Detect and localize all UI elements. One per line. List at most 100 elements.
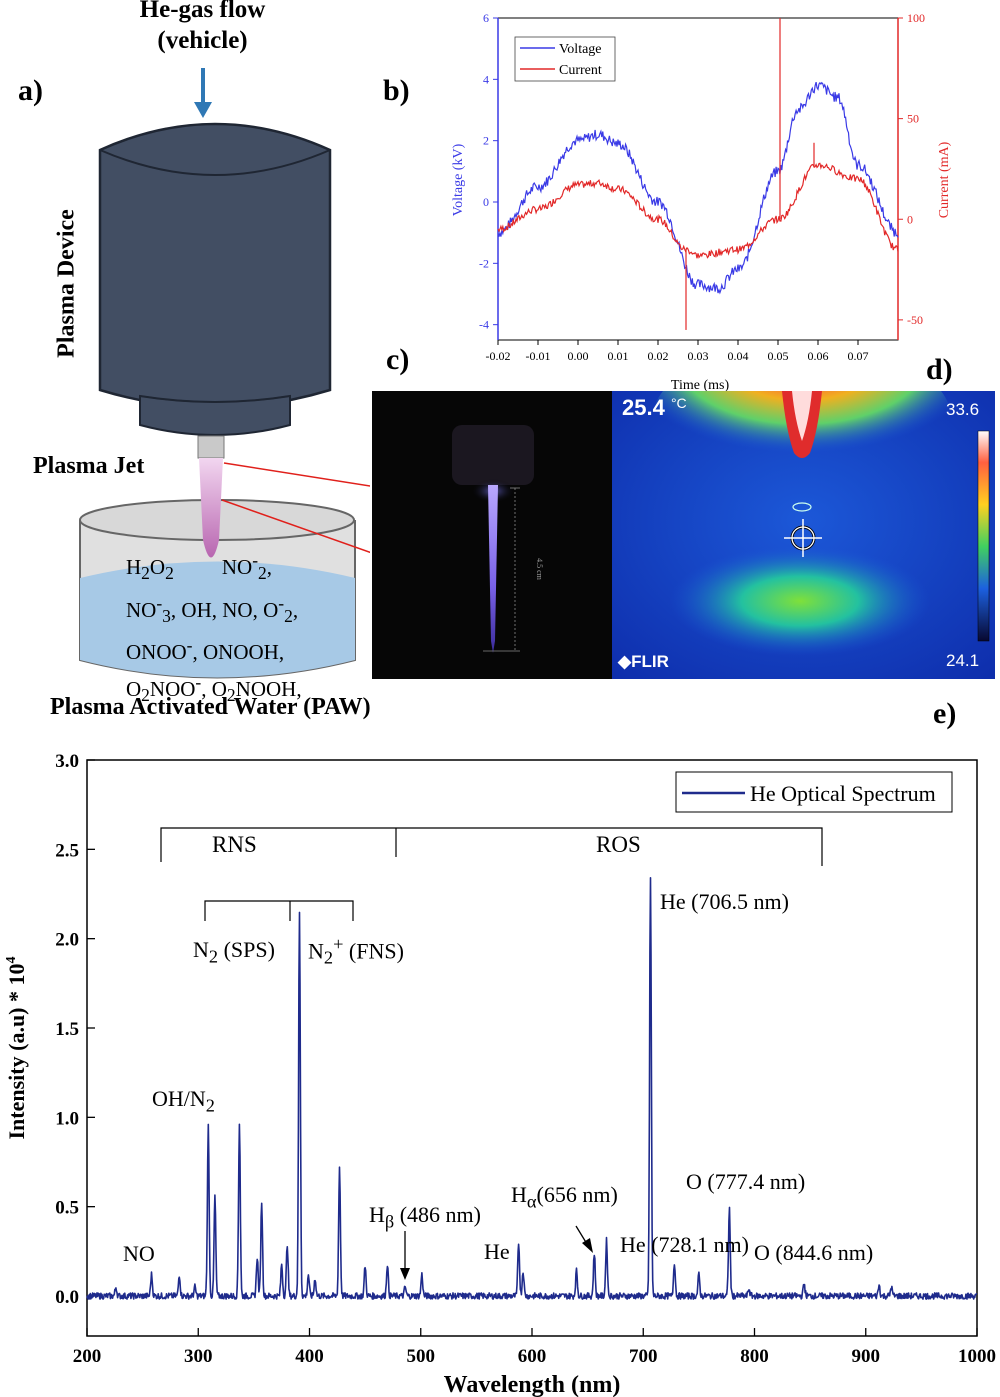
chart-e-ylabel-exp: 4: [4, 956, 19, 963]
device-nozzle-silhouette: [452, 425, 534, 485]
chart-b-xtick-label: -0.02: [486, 349, 511, 363]
chart-e-xtick-label: 1000: [958, 1346, 996, 1367]
voltage-current-chart: -0.02 -0.01 0.00 0.01 0.02 0.03 0.04 0.05 0.06 0.…: [451, 11, 952, 393]
chart-b-ylabel-right: Current (mA): [937, 141, 952, 218]
chart-b-xtick-label: 0.02: [648, 349, 669, 363]
ann-rns: RNS: [212, 832, 257, 857]
temperature-color-scale: [977, 430, 990, 642]
chart-e-ytick-label: 1.5: [55, 1019, 79, 1040]
temperature-readout: 25.4 °C: [622, 395, 687, 421]
plasma-jet-photo: 4.5 cm: [372, 391, 612, 679]
current-series-line: [497, 162, 899, 259]
species-no2: NO-2,: [221, 550, 273, 584]
panel-label-d: d): [926, 353, 953, 386]
chart-b-ytick-left-label: 6: [483, 11, 489, 25]
chart-b-xtick-label: 0.03: [688, 349, 709, 363]
paw-label: Plasma Activated Water (PAW): [50, 694, 371, 720]
ann-h-beta: Hβ (486 nm): [369, 1202, 481, 1232]
plasma-device-label-wrap: Plasma Device: [47, 195, 87, 375]
ann-he-706: He (706.5 nm): [660, 889, 789, 914]
chart-e-xtick-label: 600: [518, 1346, 547, 1367]
scale-label: 4.5 cm: [535, 558, 544, 581]
panel-label-c: c): [386, 343, 410, 376]
chart-b-xtick-label: 0.05: [768, 349, 789, 363]
legend-voltage: Voltage: [559, 42, 602, 57]
voltage-series-line: [497, 81, 899, 295]
chart-b-xtick-label: 0.06: [808, 349, 829, 363]
chart-b-ytick-right-label: 50: [907, 112, 919, 126]
thermal-image: [612, 391, 995, 679]
jet-pointer-arrows: [221, 462, 370, 554]
chart-e-ytick-label: 2.5: [55, 840, 79, 861]
chart-e-ytick-label: 1.0: [55, 1108, 79, 1129]
scale-max-label: 33.6: [946, 400, 980, 419]
species-line-4: O2NOO-, O2NOOH,: [126, 671, 302, 706]
ann-ros: ROS: [596, 832, 641, 857]
gas-flow-title: He-gas flow (vehicle): [100, 0, 305, 56]
species-line-2: NO-3, OH, NO, O-2,: [126, 592, 299, 626]
gas-flow-line1: He-gas flow: [139, 0, 266, 23]
chart-b-ytick-left-label: -2: [479, 256, 489, 270]
panel-label-e: e): [933, 697, 957, 730]
plasma-device-body: [98, 122, 332, 459]
ann-oh-n2: OH/N2: [152, 1086, 215, 1116]
chart-b-ytick-left-label: 4: [483, 72, 489, 86]
chart-b-legend: Voltage Current: [514, 36, 616, 82]
flir-logo: ◆FLIR: [618, 652, 669, 672]
plasma-jet-label: Plasma Jet: [33, 453, 145, 479]
gas-flow-line2: (vehicle): [157, 27, 248, 54]
crosshair-icon: [784, 519, 822, 557]
chart-e-xtick-label: 200: [73, 1346, 102, 1367]
chart-b-xtick-label: 0.01: [608, 349, 629, 363]
species-line-3: ONOO-, ONOOH,: [126, 635, 285, 665]
chart-b-ytick-left-label: -4: [479, 318, 489, 332]
chart-e-ytick-label: 0.0: [55, 1287, 79, 1308]
plasma-device-label: Plasma Device: [53, 209, 80, 358]
chart-e-xtick-label: 800: [740, 1346, 769, 1367]
chart-e-xtick-label: 400: [295, 1346, 324, 1367]
chart-e-ytick-label: 2.0: [55, 930, 79, 951]
ann-no: NO: [123, 1241, 155, 1266]
chart-b-xtick-label: 0.04: [728, 349, 749, 363]
optical-spectrum-chart: 200 300 400 500 600 700 800 900 1000 0.0 0.5 1.0 1.…: [4, 751, 996, 1397]
ann-he-728: He (728.1 nm): [620, 1232, 749, 1257]
temperature-unit: °C: [670, 395, 687, 411]
chart-e-ytick-label: 0.5: [55, 1198, 79, 1219]
ann-h-alpha: Hα(656 nm): [511, 1182, 618, 1212]
legend-he-spectrum: He Optical Spectrum: [750, 781, 936, 806]
flir-brand: FLIR: [631, 652, 669, 671]
chart-b-ylabel-left: Voltage (kV): [451, 143, 466, 216]
annotation-arrows: [400, 1225, 593, 1280]
chart-b-ytick-left-label: 2: [483, 134, 489, 148]
jet-plume-glow: [488, 485, 498, 653]
chart-b-xtick-label: -0.01: [526, 349, 551, 363]
chart-e-xlabel: Wavelength (nm): [444, 1372, 621, 1397]
chart-b-ytick-right-label: 0: [907, 212, 913, 226]
ann-he-587: He: [484, 1239, 510, 1264]
chart-e-ylabel-main: Intensity (a.u) * 10: [4, 963, 29, 1139]
he-spectrum-line: [86, 877, 978, 1300]
chart-e-xtick-label: 300: [184, 1346, 213, 1367]
warm-water-region: [670, 546, 930, 656]
ann-n2-sps: N2 (SPS): [193, 937, 275, 967]
plasma-device-diagram: [79, 68, 370, 679]
gas-flow-arrow: [194, 68, 212, 118]
chart-e-ylabel: Intensity (a.u) * 104: [4, 956, 29, 1139]
scale-min-label: 24.1: [946, 651, 980, 670]
species-list: H2O2 NO-2, NO-3, OH, NO, O-2, ONOO-, ONOO…: [126, 546, 356, 711]
chart-e-xtick-label: 900: [852, 1346, 881, 1367]
species-brackets: [160, 827, 823, 921]
legend-current: Current: [559, 63, 602, 78]
chart-b-xlabel: Time (ms): [671, 378, 730, 393]
ann-o-777: O (777.4 nm): [686, 1169, 806, 1194]
ann-n2-fns: N2+ (FNS): [308, 934, 404, 968]
temperature-value: 25.4: [622, 395, 665, 420]
ann-o-844: O (844.6 nm): [754, 1240, 874, 1265]
plasma-jet-plume: [199, 458, 223, 558]
chart-b-ytick-right-label: -50: [907, 313, 923, 327]
species-h2o2: H2O2: [126, 555, 174, 584]
chart-b-xtick-label: 0.07: [848, 349, 869, 363]
chart-e-ytick-label: 3.0: [55, 751, 79, 772]
chart-b-xtick-label: 0.00: [568, 349, 589, 363]
chart-b-ytick-right-label: 100: [907, 11, 925, 25]
